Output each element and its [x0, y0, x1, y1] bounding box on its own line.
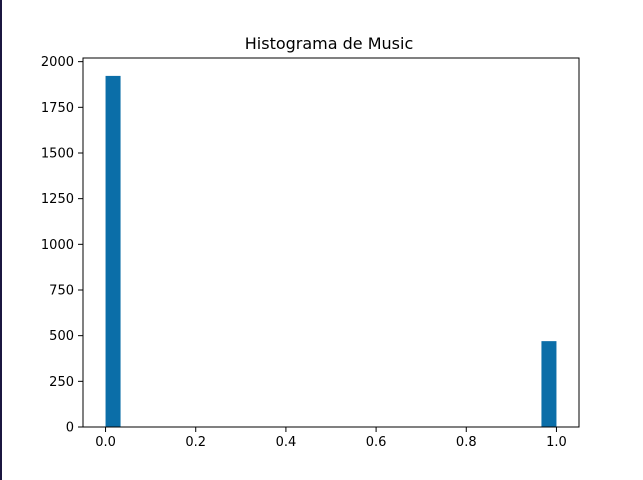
x-tick-label-3: 0.6 [366, 435, 387, 450]
x-tick-label-0: 0.0 [95, 435, 116, 450]
y-tick-label-0: 0 [66, 421, 74, 436]
y-axis: 0 250 500 750 1000 1250 1500 1750 2000 [41, 55, 83, 436]
y-tick-label-7: 1750 [41, 101, 74, 116]
x-tick-label-1: 0.2 [185, 435, 206, 450]
y-tick-label-5: 1250 [41, 192, 74, 207]
y-tick-label-1: 250 [49, 375, 74, 390]
y-tick-label-8: 2000 [41, 55, 74, 70]
plot-frame [82, 57, 580, 428]
x-tick-label-2: 0.4 [276, 435, 297, 450]
y-tick-label-3: 750 [49, 283, 74, 298]
y-tick-label-4: 1000 [41, 238, 74, 253]
x-tick-label-4: 0.8 [456, 435, 477, 450]
y-tick-label-6: 1500 [41, 146, 74, 161]
x-axis: 0.0 0.2 0.4 0.6 0.8 1.0 [95, 427, 567, 450]
histogram-bar-1 [541, 341, 557, 427]
y-tick-label-2: 500 [49, 329, 74, 344]
histogram-bar-0 [105, 75, 121, 427]
x-tick-label-5: 1.0 [546, 435, 567, 450]
bars-group [105, 75, 557, 427]
chart-title: Histograma de Music [245, 34, 414, 53]
